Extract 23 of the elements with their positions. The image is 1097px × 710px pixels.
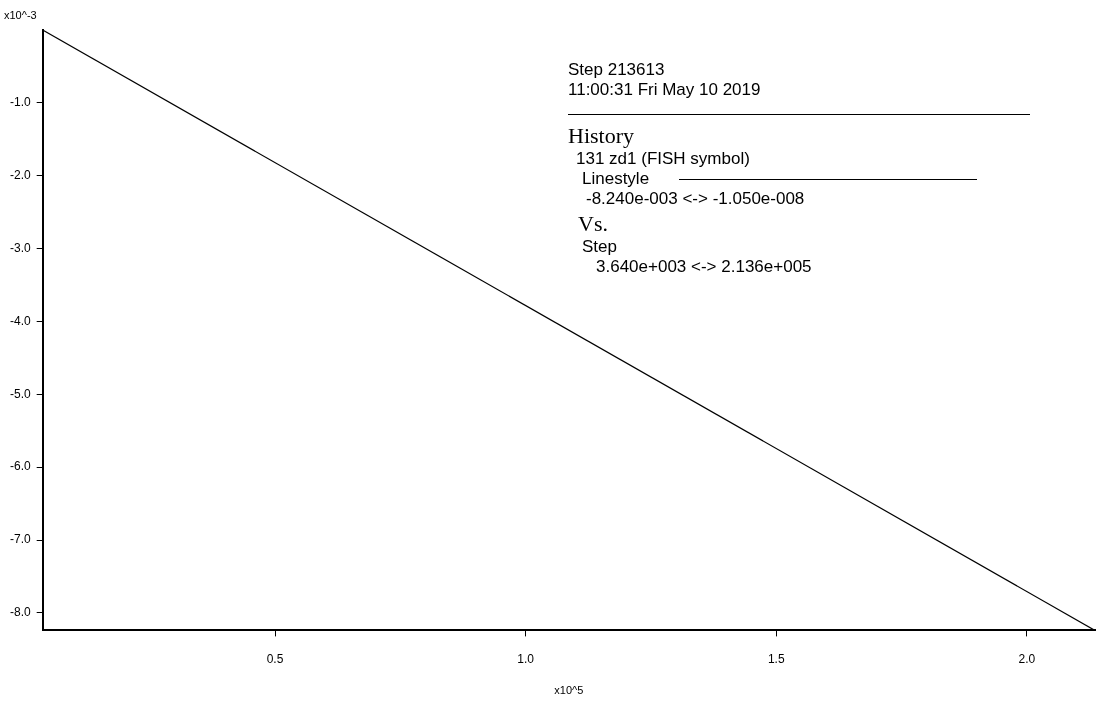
annotation: 3.640e+003 <-> 2.136e+005 bbox=[595, 257, 813, 277]
y-tick-label: -3.0 bbox=[9, 240, 31, 255]
x-axis-title: x10^5 bbox=[554, 684, 584, 697]
y-tick-label: -4.0 bbox=[9, 313, 31, 328]
annotation: Vs. bbox=[577, 211, 609, 237]
x-tick-label: 1.5 bbox=[767, 651, 785, 666]
y-axis-title: x10^-3 bbox=[4, 8, 37, 21]
annotation: -8.240e-003 <-> -1.050e-008 bbox=[585, 189, 806, 209]
y-tick-label: -8.0 bbox=[9, 605, 31, 620]
x-tick-label: 0.5 bbox=[266, 651, 284, 666]
annotation: Step 213613 bbox=[568, 60, 666, 80]
annotation: Linestyle bbox=[582, 169, 650, 189]
y-tick-label: -5.0 bbox=[9, 386, 31, 401]
annotation: Step bbox=[581, 237, 618, 257]
y-tick-label: -2.0 bbox=[9, 168, 31, 183]
annotation: History bbox=[568, 123, 635, 149]
y-tick-label: -7.0 bbox=[9, 532, 31, 547]
y-tick-label: -6.0 bbox=[9, 459, 31, 474]
x-tick-label: 1.0 bbox=[517, 651, 535, 666]
y-tick-label: -1.0 bbox=[9, 95, 31, 110]
annotation: 131 zd1 (FISH symbol) bbox=[575, 149, 751, 169]
annotation: 11:00:31 Fri May 10 2019 bbox=[568, 80, 762, 100]
x-tick-label: 2.0 bbox=[1018, 651, 1036, 666]
